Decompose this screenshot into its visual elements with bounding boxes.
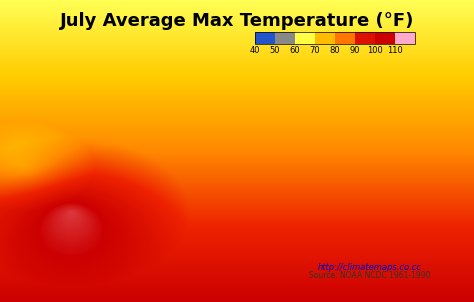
Text: 90: 90 (350, 46, 360, 55)
Text: 100: 100 (367, 46, 383, 55)
Text: 70: 70 (310, 46, 320, 55)
Bar (355, 32, 375, 44)
Bar (255, 32, 275, 44)
Text: 80: 80 (330, 46, 340, 55)
Text: http://climatemaps.co.cc: http://climatemaps.co.cc (318, 263, 422, 272)
Bar (395, 32, 415, 44)
Text: 40: 40 (250, 46, 260, 55)
Bar (295, 32, 315, 44)
Text: Source: NOAA NCDC 1961-1990: Source: NOAA NCDC 1961-1990 (309, 271, 431, 280)
Bar (335, 32, 355, 44)
Text: 60: 60 (290, 46, 301, 55)
Bar (275, 32, 295, 44)
Bar (315, 32, 335, 44)
Text: 110: 110 (387, 46, 403, 55)
Text: 50: 50 (270, 46, 280, 55)
Text: July Average Max Temperature (°F): July Average Max Temperature (°F) (60, 12, 414, 30)
Bar (375, 32, 395, 44)
Bar (255, 32, 415, 44)
